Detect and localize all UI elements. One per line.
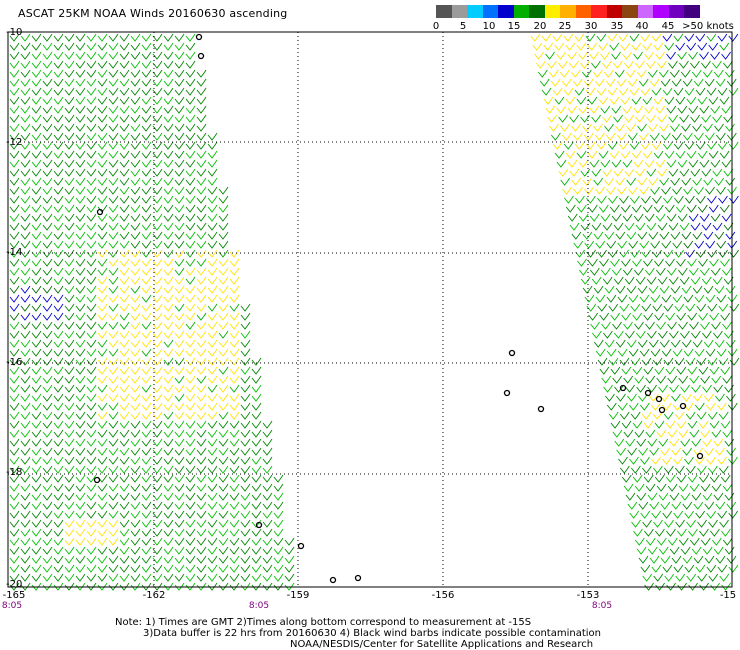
lat-label-20: -20 (6, 579, 23, 590)
note-line-1: Note: 1) Times are GMT 2)Times along bot… (115, 617, 532, 628)
legend-label-15: 15 (507, 21, 521, 32)
island-outline (658, 406, 666, 414)
lat-lon-grid (8, 32, 732, 587)
lat-label-14: -14 (6, 247, 23, 258)
legend-swatch (467, 5, 483, 18)
lon-label-153: -153 (576, 590, 600, 601)
legend-swatch (668, 5, 685, 18)
lat-label-10: -10 (6, 27, 23, 38)
legend-label-35: 35 (610, 21, 624, 32)
map-title: ASCAT 25KM NOAA Winds 20160630 ascending (18, 7, 288, 20)
legend-label-45: 45 (661, 21, 675, 32)
island-outline (195, 33, 203, 41)
legend-swatch (482, 5, 499, 18)
lon-label-156: -156 (431, 590, 455, 601)
legend-swatch (436, 5, 452, 18)
island-outlines (93, 33, 704, 584)
time-label-left: 8:05 (1, 601, 23, 611)
legend-swatch (544, 5, 561, 18)
legend-label-20: 20 (533, 21, 547, 32)
island-outline (297, 542, 305, 550)
island-outline (255, 521, 263, 529)
island-outline (508, 349, 516, 357)
lon-label-150: -15 (719, 590, 737, 601)
legend-label-25: 25 (558, 21, 572, 32)
lat-label-16: -16 (6, 357, 23, 368)
island-outline (696, 452, 704, 460)
note-line-2: 3)Data buffer is 22 hrs from 20160630 4)… (143, 628, 601, 639)
map-frame (7, 31, 733, 588)
island-outline (619, 384, 627, 392)
island-outline (537, 405, 545, 413)
wind-barb-layer (9, 33, 740, 591)
legend-swatch (622, 5, 638, 18)
island-outline (197, 52, 205, 60)
island-outline (329, 576, 337, 584)
legend-label-50: >50 knots (682, 21, 734, 32)
legend-swatch (591, 5, 607, 18)
legend-swatch (684, 5, 700, 18)
island-outline (354, 574, 362, 582)
legend-swatch (575, 5, 592, 18)
lat-label-12: -12 (6, 137, 23, 148)
legend-label-0: 0 (432, 21, 440, 32)
island-outline (644, 389, 652, 397)
legend-swatch (529, 5, 545, 18)
island-outline (93, 476, 101, 484)
legend-label-10: 10 (482, 21, 496, 32)
time-label-right: 8:05 (591, 601, 613, 611)
island-outline (503, 389, 511, 397)
lon-label-159: -159 (286, 590, 310, 601)
legend-swatch (498, 5, 514, 18)
legend-swatch (560, 5, 576, 18)
lat-label-18: -18 (6, 467, 23, 478)
legend-swatch (606, 5, 623, 18)
island-outline (655, 395, 663, 403)
note-line-3: NOAA/NESDIS/Center for Satellite Applica… (290, 639, 594, 650)
legend-label-5: 5 (459, 21, 467, 32)
island-outline (96, 208, 104, 216)
island-outline (679, 402, 687, 410)
time-label-mid: 8:05 (248, 601, 270, 611)
legend-swatch (451, 5, 468, 18)
legend-label-30: 30 (584, 21, 598, 32)
legend-swatch (513, 5, 530, 18)
lon-label-165: -165 (2, 590, 26, 601)
lon-label-162: -162 (142, 590, 166, 601)
legend-label-40: 40 (635, 21, 649, 32)
legend-swatch (637, 5, 654, 18)
legend-swatch (653, 5, 669, 18)
